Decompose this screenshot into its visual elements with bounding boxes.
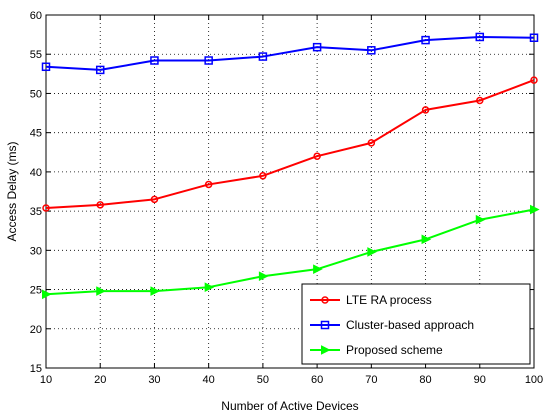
series-layer xyxy=(41,32,540,300)
y-tick-label: 35 xyxy=(30,206,42,218)
data-point xyxy=(530,204,540,215)
data-point xyxy=(475,32,485,42)
plot-area xyxy=(45,14,535,369)
y-tick-label: 40 xyxy=(30,167,42,179)
data-point xyxy=(41,62,51,72)
legend-items: LTE RA process Cluster-based approach Prop… xyxy=(310,293,474,357)
series-line xyxy=(45,35,535,71)
data-point xyxy=(204,56,213,65)
y-tick-label: 20 xyxy=(30,324,42,336)
y-tick-label: 45 xyxy=(30,128,42,140)
legend-label: LTE RA process xyxy=(346,293,432,307)
data-point xyxy=(312,42,322,52)
data-point xyxy=(204,180,213,189)
data-point xyxy=(530,76,538,84)
data-point xyxy=(259,172,267,180)
x-tick-label: 20 xyxy=(94,374,106,386)
legend-label: Proposed scheme xyxy=(346,343,443,357)
x-tick-label: 50 xyxy=(257,374,269,386)
legend-marker xyxy=(320,320,330,330)
y-tick-label: 25 xyxy=(30,285,42,297)
series-2 xyxy=(41,32,539,75)
data-point xyxy=(476,96,484,105)
legend-marker xyxy=(321,296,329,304)
legend-entry: LTE RA process xyxy=(310,293,432,307)
series-3 xyxy=(42,204,540,300)
x-tick-label: 40 xyxy=(203,374,215,386)
data-point xyxy=(529,33,539,42)
legend-entry: Cluster-based approach xyxy=(310,318,474,332)
x-tick-label: 70 xyxy=(365,374,377,386)
data-point xyxy=(42,289,52,300)
legend-entry: Proposed scheme xyxy=(310,343,443,357)
data-point xyxy=(313,264,323,274)
data-point xyxy=(258,271,269,282)
data-point xyxy=(258,52,268,61)
y-tick-label: 15 xyxy=(30,363,42,375)
data-point xyxy=(421,35,430,45)
data-point xyxy=(421,234,432,245)
data-point xyxy=(204,282,215,293)
axis-ticks: 10 20 30 40 50 60 70 80 90 100 15 20 25 30 35 40 45 50 55 6… xyxy=(30,10,543,386)
data-point xyxy=(367,247,377,257)
x-tick-label: 10 xyxy=(40,374,52,386)
data-point xyxy=(150,286,161,296)
x-tick-label: 60 xyxy=(311,374,323,386)
data-point xyxy=(42,204,50,212)
legend-marker xyxy=(321,345,331,355)
data-point xyxy=(95,65,105,75)
data-point xyxy=(150,56,159,65)
series-1 xyxy=(42,76,538,212)
data-point xyxy=(96,201,104,209)
data-point xyxy=(475,214,486,225)
data-point xyxy=(313,152,321,160)
grid xyxy=(46,15,534,368)
y-tick-label: 30 xyxy=(30,245,42,257)
legend: LTE RA process Cluster-based approach Prop… xyxy=(301,283,531,365)
y-tick-label: 50 xyxy=(30,88,42,100)
series-line xyxy=(45,208,535,296)
x-tick-label: 80 xyxy=(419,374,431,386)
x-tick-label: 100 xyxy=(525,374,543,386)
x-tick-label: 90 xyxy=(474,374,486,386)
x-tick-label: 30 xyxy=(148,374,160,386)
data-point xyxy=(150,195,159,204)
y-tick-label: 60 xyxy=(30,10,42,22)
data-point xyxy=(421,106,430,114)
data-point xyxy=(367,46,376,55)
series-line xyxy=(45,79,535,209)
y-tick-label: 55 xyxy=(30,49,42,61)
legend-label: Cluster-based approach xyxy=(346,318,474,332)
data-point xyxy=(367,139,376,147)
x-axis-label: Number of Active Devices xyxy=(221,399,358,413)
data-point xyxy=(96,286,106,296)
y-axis-label: Access Delay (ms) xyxy=(5,141,19,241)
